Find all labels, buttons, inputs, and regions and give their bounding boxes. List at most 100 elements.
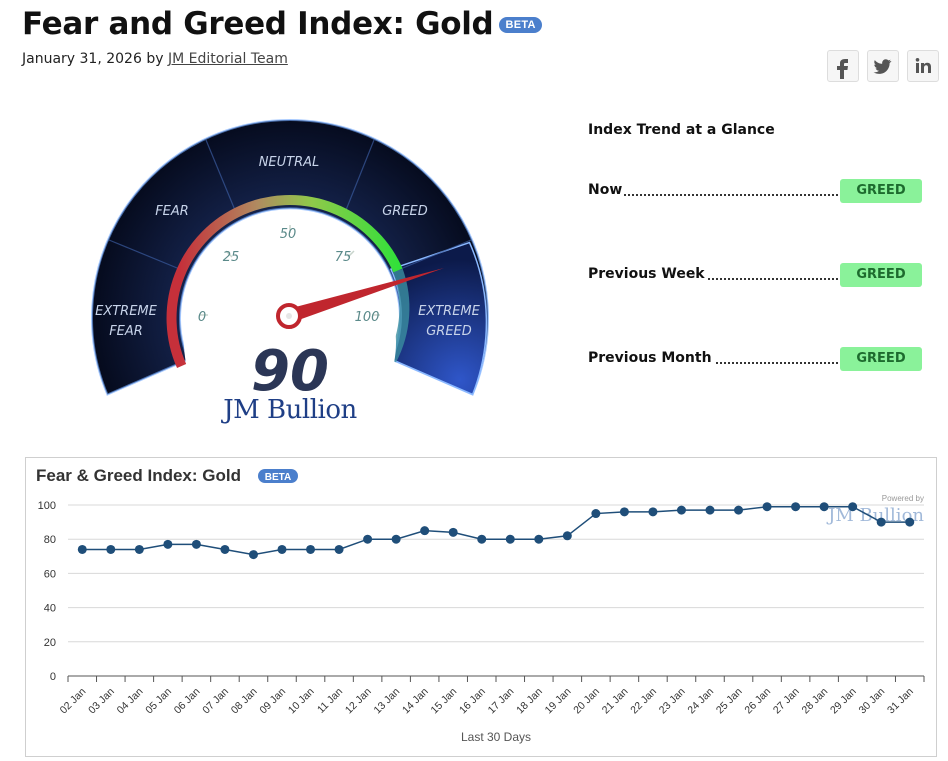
series-line	[82, 505, 910, 556]
data-point	[477, 534, 487, 544]
trend-row-previous-week: Previous Week GREED	[588, 263, 922, 287]
chart-beta-label: BETA	[265, 472, 291, 483]
chart-title: Fear & Greed Index: Gold	[36, 466, 241, 485]
gauge-progress-arc	[166, 194, 403, 369]
x-tick-label: 25 Jan	[714, 686, 745, 717]
status-badge: GREED	[840, 263, 922, 287]
y-tick-label: 60	[44, 568, 56, 580]
gauge-tick-label: 75	[335, 250, 352, 265]
data-point	[391, 534, 401, 544]
y-tick-label: 40	[44, 603, 56, 615]
page-title: Fear and Greed Index: Gold BETA	[22, 6, 542, 42]
chart-svg: Fear & Greed Index: Gold BETA Powered by…	[36, 466, 925, 744]
author-link[interactable]: JM Editorial Team	[167, 51, 288, 67]
x-tick-label: 22 Jan	[628, 686, 659, 717]
x-axis-title: Last 30 Days	[461, 730, 531, 744]
data-point	[220, 544, 230, 554]
gauge-zone-extreme-greed: EXTREME GREED	[418, 304, 481, 339]
data-point	[334, 544, 344, 554]
x-tick-label: 21 Jan	[600, 686, 631, 717]
linkedin-icon	[915, 58, 931, 73]
beta-badge: BETA	[499, 17, 542, 33]
data-point	[306, 544, 316, 554]
chart-beta-badge	[258, 469, 298, 483]
linkedin-share-button[interactable]	[907, 50, 939, 82]
facebook-icon	[837, 59, 848, 79]
x-tick-label: 07 Jan	[200, 686, 231, 717]
x-tick-label: 08 Jan	[229, 686, 260, 717]
x-tick-label: 11 Jan	[315, 686, 345, 716]
gauge-zone-fear: FEAR	[155, 204, 189, 219]
data-point	[363, 534, 373, 544]
twitter-share-button[interactable]	[867, 50, 899, 82]
status-badge: GREED	[840, 179, 922, 203]
twitter-icon	[873, 59, 892, 74]
data-point	[905, 517, 915, 527]
data-point	[163, 539, 173, 549]
data-point	[848, 502, 858, 512]
x-tick-label: 05 Jan	[143, 686, 174, 717]
facebook-share-button[interactable]	[827, 50, 859, 82]
x-tick-label: 10 Jan	[286, 686, 317, 717]
gauge-zone-neutral: NEUTRAL	[259, 155, 320, 170]
gauge-zone-extreme-fear: EXTREME FEAR	[95, 304, 158, 339]
gauge-zone-greed: GREED	[382, 204, 428, 219]
fear-greed-gauge: 0 25 50 75 100 EXTREME FEAR FEAR NEUTRAL …	[80, 110, 500, 440]
trend-title: Index Trend at a Glance	[588, 122, 775, 138]
data-point	[191, 539, 201, 549]
x-tick-label: 17 Jan	[486, 686, 517, 717]
x-tick-label: 23 Jan	[657, 686, 688, 717]
x-tick-label: 19 Jan	[543, 686, 574, 717]
data-point	[705, 505, 715, 515]
data-point	[591, 509, 601, 519]
byline: January 31, 2026 by JM Editorial Team	[22, 51, 288, 67]
data-point	[562, 531, 572, 541]
x-tick-label: 18 Jan	[514, 686, 545, 717]
trend-row-label: Now	[588, 182, 625, 198]
data-point	[619, 507, 629, 517]
data-point	[534, 534, 544, 544]
data-point	[248, 550, 258, 560]
data-point	[734, 505, 744, 515]
trend-row-label: Previous Month	[588, 350, 714, 366]
x-tick-label: 09 Jan	[257, 686, 288, 717]
gauge-frame	[91, 119, 489, 396]
x-tick-label: 14 Jan	[400, 686, 431, 717]
x-tick-label: 06 Jan	[172, 686, 203, 717]
x-tick-label: 02 Jan	[58, 686, 89, 717]
x-tick-label: 03 Jan	[86, 686, 117, 717]
x-tick-label: 04 Jan	[115, 686, 146, 717]
x-tick-label: 28 Jan	[799, 686, 830, 717]
y-tick-label: 80	[44, 534, 56, 546]
trend-row-previous-month: Previous Month GREED	[588, 347, 922, 371]
data-point	[648, 507, 658, 517]
data-point	[134, 544, 144, 554]
x-tick-label: 30 Jan	[857, 686, 888, 717]
page-title-text: Fear and Greed Index: Gold	[22, 6, 494, 42]
gauge-tick-label: 50	[280, 227, 297, 242]
gauge-tick-label: 0	[198, 310, 206, 325]
trend-leader	[588, 278, 838, 280]
x-tick-label: 13 Jan	[371, 686, 402, 717]
data-point	[420, 526, 430, 536]
index-history-chart: Fear & Greed Index: Gold BETA Powered by…	[25, 457, 937, 757]
data-point	[505, 534, 515, 544]
data-point	[762, 502, 772, 512]
y-tick-label: 20	[44, 637, 56, 649]
x-tick-label: 20 Jan	[571, 686, 602, 717]
trend-leader	[588, 194, 838, 196]
gauge-brand-logo: JM Bullion	[220, 395, 357, 425]
trend-row-label: Previous Week	[588, 266, 707, 282]
chart-watermark-powered: Powered by	[882, 494, 924, 503]
gauge-tick-label: 25	[223, 250, 240, 265]
byline-date: January 31, 2026 by	[22, 51, 164, 67]
data-point	[791, 502, 801, 512]
x-tick-label: 26 Jan	[742, 686, 773, 717]
status-badge: GREED	[840, 347, 922, 371]
data-point	[448, 527, 458, 537]
data-point	[277, 544, 287, 554]
x-tick-label: 16 Jan	[457, 686, 488, 717]
trend-row-now: Now GREED	[588, 179, 922, 203]
y-tick-label: 100	[38, 500, 56, 512]
y-tick-label: 0	[50, 671, 56, 683]
